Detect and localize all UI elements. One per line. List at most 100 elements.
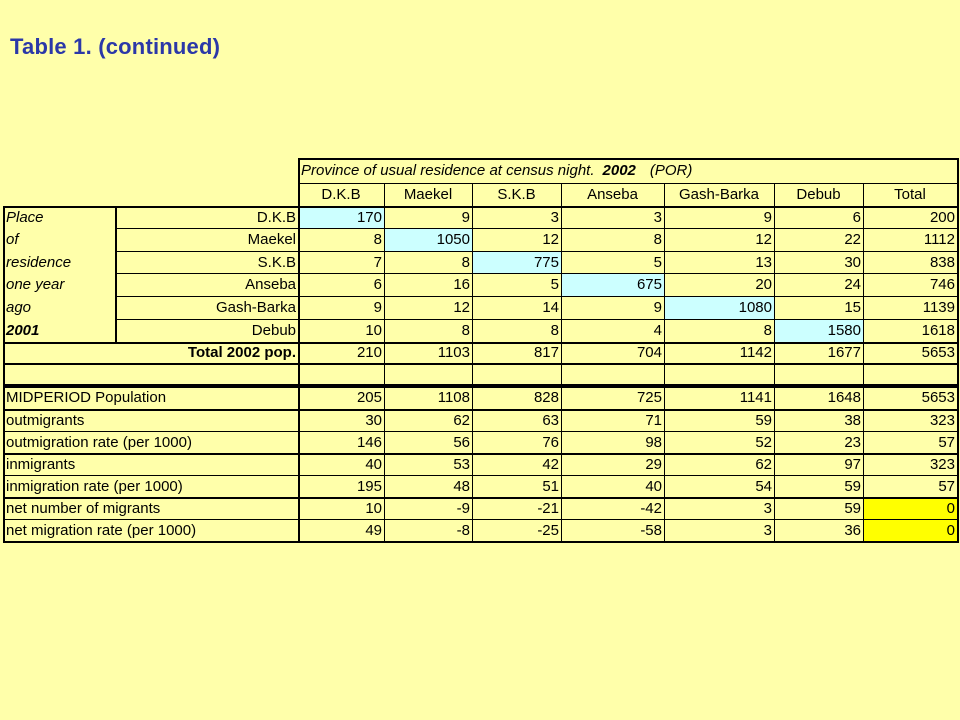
stats-cell: 62 — [453, 411, 470, 429]
table-cell: 12 — [453, 299, 470, 316]
grid-line — [3, 409, 957, 411]
grid-line — [3, 206, 5, 543]
side-label: ago — [6, 299, 32, 316]
stats-row-label: inmigrants — [6, 455, 76, 473]
stats-cell: -58 — [640, 521, 662, 539]
side-label: residence — [6, 253, 72, 271]
grid-line — [115, 319, 957, 320]
grid-line — [3, 497, 957, 499]
stats-cell: 52 — [755, 433, 772, 451]
row-label: Maekel — [247, 231, 296, 248]
table-cell: 1139 — [922, 299, 955, 316]
grid-line — [3, 431, 957, 432]
stats-row-label: outmigrants — [6, 411, 85, 429]
stats-cell: 56 — [453, 433, 470, 451]
stats-cell: 40 — [365, 455, 382, 473]
grid-line — [3, 386, 957, 388]
grid-line — [561, 183, 562, 543]
stats-cell: 57 — [938, 477, 955, 495]
total-cell: 210 — [356, 344, 382, 361]
table-cell: 14 — [542, 299, 559, 316]
table-cell: 9 — [373, 299, 382, 316]
table-cell: 1112 — [923, 231, 955, 248]
table-cell: 9 — [763, 208, 772, 226]
total-cell: 1142 — [739, 344, 772, 361]
stats-cell: 30 — [365, 411, 382, 429]
grid-line — [3, 453, 957, 455]
diagonal-cell: 1580 — [774, 319, 863, 342]
grid-line — [664, 183, 665, 543]
total-cell: 817 — [533, 344, 559, 361]
stats-cell: 71 — [645, 411, 662, 429]
column-header: D.K.B — [321, 186, 361, 203]
table-cell: 8 — [550, 322, 559, 339]
total-cell: 1103 — [437, 344, 470, 361]
stats-cell: 323 — [929, 455, 955, 473]
stats-row-label: net migration rate (per 1000) — [6, 521, 197, 539]
table-cell: 10 — [365, 322, 382, 339]
column-header: Gash-Barka — [678, 186, 760, 203]
stats-cell: 98 — [645, 433, 662, 451]
grid-line — [115, 273, 957, 274]
stats-cell: 23 — [844, 433, 861, 451]
stats-cell: 10 — [365, 499, 382, 517]
table-cell: 9 — [461, 208, 470, 226]
stats-cell: 5653 — [921, 389, 955, 406]
stats-cell: 828 — [533, 389, 559, 406]
stats-cell: 1141 — [739, 389, 772, 406]
table-cell: 6 — [373, 276, 382, 293]
table-cell: 5 — [550, 276, 559, 293]
total-cell: 704 — [636, 344, 662, 361]
table-cell: 200 — [929, 208, 955, 226]
stats-cell: 205 — [356, 389, 382, 406]
stats-cell: -21 — [537, 499, 559, 517]
row-label: Anseba — [245, 276, 296, 293]
stats-cell: 40 — [645, 477, 662, 495]
table-cell: 12 — [542, 231, 559, 248]
table-cell: 4 — [653, 322, 662, 339]
super-header-por: (POR) — [649, 162, 693, 179]
grid-line — [115, 296, 957, 297]
table-cell: 6 — [852, 208, 861, 226]
stats-cell: 49 — [365, 521, 382, 539]
table-cell: 8 — [461, 253, 470, 271]
column-header: Anseba — [587, 186, 638, 203]
table-cell: 30 — [844, 253, 861, 271]
table-cell: 3 — [550, 208, 559, 226]
table-cell: 12 — [755, 231, 772, 248]
grid-line — [3, 519, 957, 520]
total-cell: 1677 — [827, 344, 861, 361]
column-header: Debub — [796, 186, 841, 203]
stats-cell: 42 — [542, 455, 559, 473]
stats-cell: 36 — [844, 521, 861, 539]
stats-cell: 48 — [453, 477, 470, 495]
total-row-label: Total 2002 pop. — [187, 344, 296, 361]
table-cell: 22 — [844, 231, 861, 248]
stats-cell: 97 — [844, 455, 861, 473]
grid-line — [957, 158, 959, 543]
stats-row-label: MIDPERIOD Population — [6, 389, 167, 406]
grid-line — [384, 183, 385, 543]
stats-cell: 59 — [844, 499, 861, 517]
grid-line — [298, 158, 300, 543]
table-cell: 746 — [929, 276, 955, 293]
stats-cell: -8 — [456, 521, 470, 539]
grid-line — [298, 158, 957, 160]
stats-cell: -9 — [456, 499, 470, 517]
column-header: Total — [894, 186, 926, 203]
table-cell: 9 — [653, 299, 662, 316]
stats-cell: 195 — [356, 477, 382, 495]
table-cell: 8 — [763, 322, 772, 339]
table-cell: 20 — [755, 276, 772, 293]
side-label: of — [6, 231, 19, 248]
grid-line — [3, 384, 957, 386]
stats-cell: 38 — [844, 411, 861, 429]
table-cell: 1618 — [921, 322, 955, 339]
super-header: Province of usual residence at census ni… — [298, 158, 957, 183]
stats-cell: 51 — [542, 477, 559, 495]
grid-line — [115, 206, 117, 342]
diagonal-cell: 170 — [298, 206, 384, 228]
stats-cell: 59 — [755, 411, 772, 429]
grid-line — [3, 541, 957, 543]
